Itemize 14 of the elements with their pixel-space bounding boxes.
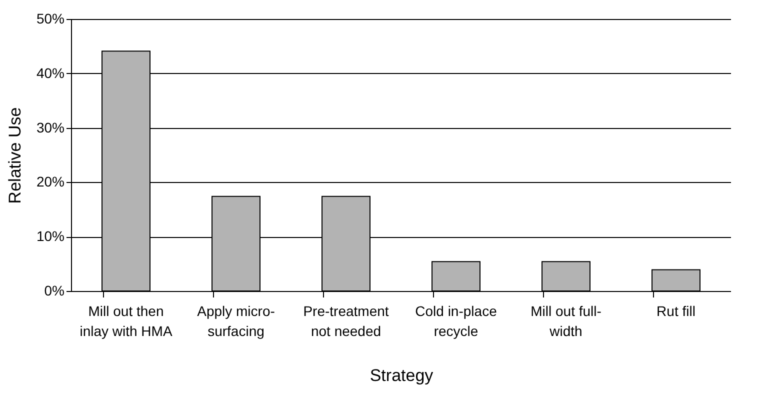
x-tick-label: Cold in-place recycle [415, 303, 498, 339]
x-tick-label: Pre-treatment not needed [303, 303, 389, 339]
x-tick-label: Mill out then inlay with HMA [80, 303, 173, 339]
x-tick-label: Rut fill [656, 303, 696, 319]
y-tick-label: 0% [44, 282, 64, 298]
x-axis-title: Strategy [370, 366, 434, 385]
y-axis-title: Relative Use [5, 107, 24, 204]
y-tick-label: 30% [36, 119, 64, 136]
y-tick-label: 10% [36, 228, 64, 244]
y-tick-label: 50% [36, 10, 64, 26]
y-tick-label: 20% [36, 174, 64, 190]
x-tick-label: Mill out full-width [530, 303, 602, 339]
x-tick-label: Apply micro-surfacing [197, 303, 276, 339]
y-tick-label: 40% [36, 64, 64, 81]
